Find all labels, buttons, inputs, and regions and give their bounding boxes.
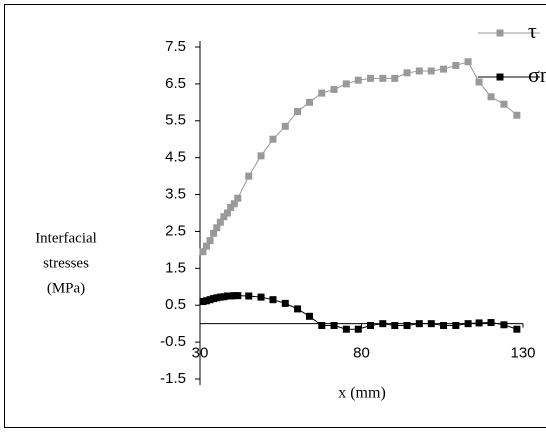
point [391, 322, 399, 330]
point [202, 297, 210, 305]
point [440, 322, 448, 330]
point [379, 74, 387, 82]
point [199, 248, 207, 256]
point [452, 61, 460, 69]
point [342, 80, 350, 88]
point [415, 320, 423, 328]
point [294, 305, 302, 313]
series-line [202, 61, 518, 253]
point [403, 322, 411, 330]
y-axis-label: Interfacial [35, 230, 97, 246]
point [294, 108, 302, 116]
point [269, 135, 277, 143]
y-axis-label: stresses [43, 255, 89, 271]
y-tick-label: -1.5 [160, 370, 186, 387]
legend-marker [496, 73, 504, 81]
point [475, 78, 483, 86]
point [220, 213, 228, 221]
point [213, 294, 221, 302]
point [379, 320, 387, 328]
point [257, 152, 265, 160]
legend-label: σn [528, 62, 546, 87]
y-tick-label: -0.5 [160, 333, 186, 350]
point [202, 242, 210, 250]
point [427, 320, 435, 328]
point [234, 292, 242, 300]
legend-marker [496, 29, 504, 37]
y-tick-label: 1.5 [165, 259, 186, 276]
y-tick-label: 0.5 [165, 296, 186, 313]
y-tick-label: 2.5 [165, 222, 186, 239]
point [216, 218, 224, 226]
y-tick-label: 5.5 [165, 112, 186, 129]
point [500, 100, 508, 108]
point [513, 325, 521, 333]
point [281, 299, 289, 307]
x-axis-label: x (mm) [338, 385, 386, 402]
point [415, 67, 423, 75]
point [281, 122, 289, 130]
point [227, 292, 235, 300]
point [234, 194, 242, 202]
point [464, 58, 472, 66]
y-axis-label: (MPa) [47, 280, 85, 296]
point [216, 293, 224, 301]
point [500, 321, 508, 329]
point [475, 319, 483, 327]
point [269, 296, 277, 304]
point [220, 293, 228, 301]
legend-label: τ [528, 18, 537, 43]
y-tick-label: 4.5 [165, 149, 186, 166]
point [403, 69, 411, 77]
point [318, 322, 326, 330]
point [464, 320, 472, 328]
x-tick-label: 80 [353, 345, 370, 362]
y-tick-label: 6.5 [165, 75, 186, 92]
point [223, 209, 231, 217]
point [391, 74, 399, 82]
point [487, 93, 495, 101]
point [367, 74, 375, 82]
chart-border [4, 4, 546, 428]
x-tick-label: 30 [192, 345, 209, 362]
point [199, 298, 207, 306]
point [513, 111, 521, 119]
point [206, 237, 214, 245]
point [330, 322, 338, 330]
point [206, 296, 214, 304]
point [245, 172, 253, 180]
point [354, 325, 362, 333]
point [342, 325, 350, 333]
point [318, 89, 326, 97]
point [230, 292, 238, 300]
point [440, 65, 448, 73]
point [230, 200, 238, 208]
point [245, 292, 253, 300]
point [257, 293, 265, 301]
point [305, 98, 313, 106]
point [487, 319, 495, 327]
point [227, 203, 235, 211]
point [452, 322, 460, 330]
point [367, 322, 375, 330]
point [210, 229, 218, 237]
point [330, 85, 338, 93]
point [354, 76, 362, 84]
y-tick-label: 3.5 [165, 186, 186, 203]
y-tick-label: 7.5 [165, 38, 186, 55]
x-tick-label: 130 [510, 345, 535, 362]
point [427, 67, 435, 75]
point [305, 312, 313, 320]
point [213, 224, 221, 232]
